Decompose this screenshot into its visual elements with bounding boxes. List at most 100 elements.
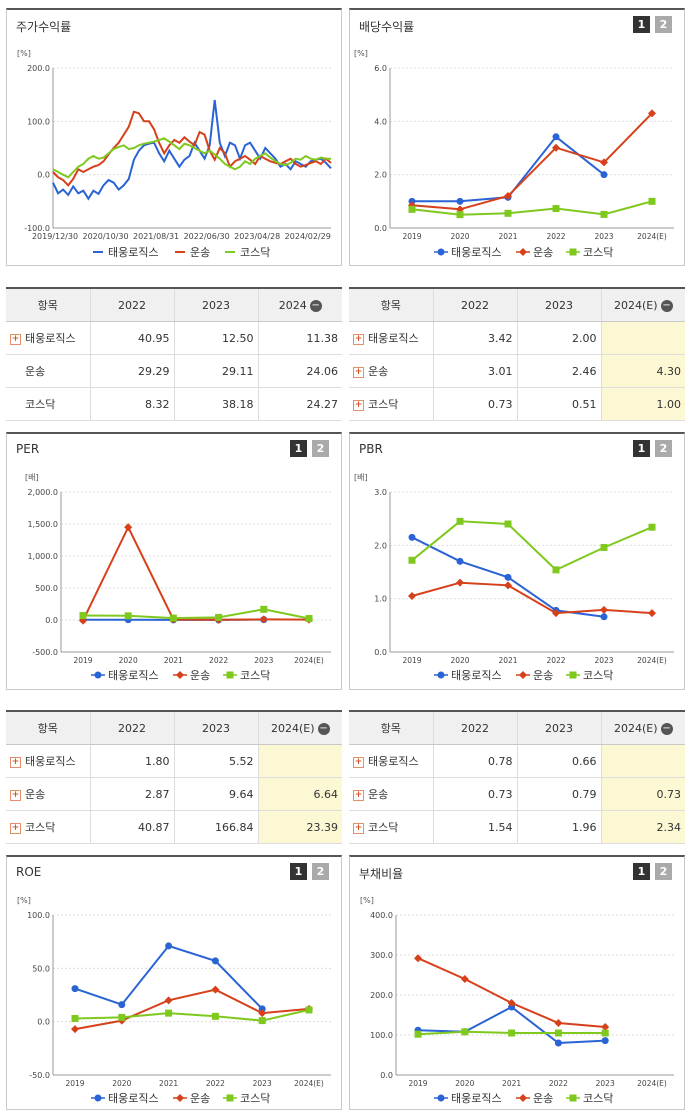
y-tick-label: 300.0 [370, 951, 393, 960]
row-name: 코스닥 [368, 398, 399, 411]
table-header-row: 항목 2022 2023 2024− [6, 287, 342, 322]
x-tick-label: 2019 [65, 1079, 84, 1088]
y-unit-label: [%] [354, 49, 368, 58]
collapse-icon[interactable]: − [660, 722, 673, 735]
expand-icon[interactable]: + [353, 399, 364, 411]
row-name: 태웅로직스 [368, 332, 419, 345]
y-tick-label: -50.0 [29, 1071, 50, 1080]
expand-icon[interactable]: + [353, 822, 364, 834]
dividend-chart: [%] 6.0 4.0 2.0 0.0 2019 2020 2021 2022 2023 2024(… [354, 49, 674, 259]
per-panel: PER 1 2 [배] 2,000.0 1,500.0 1,000.0 500.0 0.0… [6, 432, 342, 690]
table-cell: 0.51 [516, 387, 601, 421]
table-cell: 1.80 [89, 744, 174, 778]
data-point [305, 615, 313, 623]
page-1-button[interactable]: 1 [633, 16, 650, 33]
x-tick-label: 2020 [119, 656, 138, 665]
page-1-button[interactable]: 1 [290, 863, 307, 880]
column-header-label: 2022 [118, 721, 146, 735]
page-2-button[interactable]: 2 [655, 440, 672, 457]
x-tick-label: 2023 [596, 1079, 615, 1088]
row-label: + 운송 [349, 354, 433, 388]
data-point [554, 1029, 562, 1037]
legend-label: 운송 [533, 1092, 553, 1105]
data-point [164, 996, 173, 1005]
collapse-icon[interactable]: − [317, 722, 330, 735]
x-tick-label: 2019 [402, 232, 421, 241]
y-unit-label: [%] [17, 896, 31, 905]
page-2-button[interactable]: 2 [655, 16, 672, 33]
collapse-icon[interactable]: − [309, 299, 322, 312]
table-cell: 11.38 [257, 321, 342, 355]
column-header-label: 2022 [461, 721, 489, 735]
data-point [504, 209, 512, 217]
data-point [460, 975, 469, 983]
legend-marker [437, 671, 445, 679]
collapse-icon[interactable]: − [660, 299, 673, 312]
y-tick-label: 2.0 [374, 171, 387, 180]
y-tick-label: 100.0 [370, 1031, 393, 1040]
data-point [258, 1009, 267, 1018]
table-cell: 4.30 [600, 354, 685, 388]
table-cell: 0.78 [432, 744, 517, 778]
legend-label: 태웅로직스 [108, 246, 159, 259]
row-label: + 운송 [349, 777, 433, 811]
page-2-button[interactable]: 2 [655, 863, 672, 880]
table-row: + 태웅로직스 1.80 5.52 [6, 744, 342, 778]
x-tick-label: 2024(E) [637, 656, 667, 665]
data-point [601, 1029, 609, 1037]
expand-icon[interactable]: + [10, 822, 21, 834]
y-tick-label: 0.0 [374, 648, 387, 657]
table-cell: 29.11 [173, 354, 258, 388]
y-tick-label: 200.0 [27, 64, 50, 73]
data-point [554, 1039, 562, 1047]
legend-marker [437, 248, 445, 256]
series-line [52, 110, 332, 187]
table-cell: 166.84 [173, 810, 258, 844]
page-2-button[interactable]: 2 [312, 440, 329, 457]
x-tick-label: 2020 [455, 1079, 474, 1088]
column-header: 2023 [173, 287, 258, 322]
page-1-button[interactable]: 1 [290, 440, 307, 457]
column-header: 2022 [89, 287, 174, 322]
column-header-label: 항목 [37, 722, 58, 735]
data-point [408, 205, 416, 213]
per-table: 항목 2022 2023 2024(E) − + 태웅로직스 1.80 5.52 + 운송 2.87 9… [6, 710, 342, 844]
y-tick-label: 100.0 [27, 911, 50, 920]
row-name: 코스닥 [25, 821, 56, 834]
expand-icon[interactable]: + [353, 333, 364, 345]
x-tick-label: 2019 [408, 1079, 427, 1088]
expand-icon[interactable]: + [10, 789, 21, 801]
table-cell: 24.27 [257, 387, 342, 421]
y-tick-label: 0.0 [37, 1018, 50, 1027]
legend-label: 운송 [533, 669, 553, 682]
page-1-button[interactable]: 1 [633, 863, 650, 880]
legend-label: 태웅로직스 [451, 246, 502, 259]
data-point [456, 197, 464, 205]
expand-icon[interactable]: + [353, 366, 364, 378]
table-cell: 2.00 [516, 321, 601, 355]
data-point [71, 985, 79, 993]
table-row: + 코스닥 0.73 0.51 1.00 [349, 387, 685, 421]
x-tick-label: 2019 [73, 656, 92, 665]
table-cell: 1.00 [600, 387, 685, 421]
data-point [507, 999, 516, 1007]
legend-marker [519, 1094, 527, 1102]
column-header-label: 2022 [461, 298, 489, 312]
expand-icon[interactable]: + [10, 333, 21, 345]
data-point [215, 613, 223, 621]
series-line [411, 581, 653, 615]
expand-icon[interactable]: + [353, 789, 364, 801]
x-tick-label: 2022 [546, 656, 565, 665]
roe-chart: [%] 100.0 50.0 0.0 -50.0 2019 2020 2021 2022 2023… [17, 896, 331, 1105]
expand-icon[interactable]: + [10, 756, 21, 768]
expand-icon[interactable]: + [353, 756, 364, 768]
series-line [411, 520, 653, 572]
x-tick-label: 2024/02/29 [285, 232, 331, 241]
y-unit-label: [배] [354, 473, 368, 482]
column-header: 2024(E) − [257, 710, 342, 745]
legend-label: 코스닥 [583, 1092, 613, 1105]
x-tick-label: 2021 [159, 1079, 178, 1088]
page-1-button[interactable]: 1 [633, 440, 650, 457]
page-2-button[interactable]: 2 [312, 863, 329, 880]
y-unit-label: [%] [17, 49, 31, 58]
